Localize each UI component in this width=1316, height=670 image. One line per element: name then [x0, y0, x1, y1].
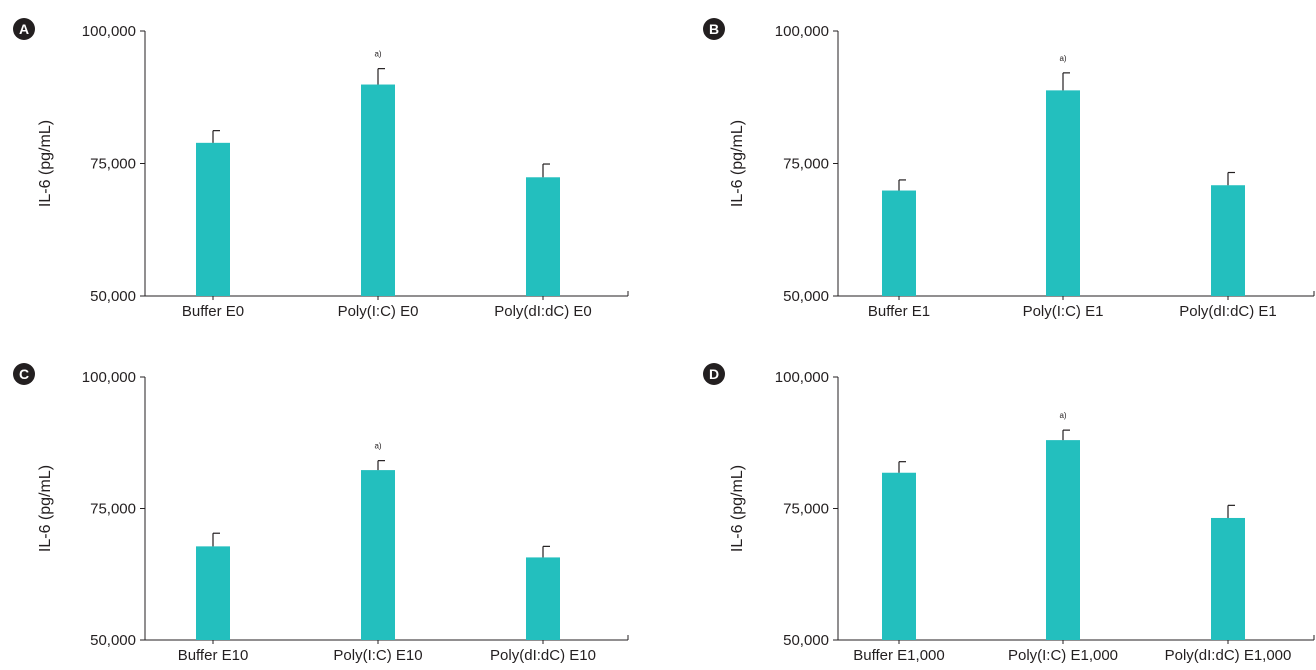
panel-c-bar [361, 470, 395, 640]
panel-b-y-tick-label: 50,000 [783, 288, 829, 305]
panel-d-category-label: Poly(I:C) E1,000 [1008, 647, 1118, 664]
panel-c-badge-letter: C [19, 366, 29, 382]
panel-d-bar [1211, 518, 1245, 640]
panel-d-y-axis-label: IL-6 (pg/mL) [729, 465, 746, 552]
panel-c-category-label: Poly(dI:dC) E10 [490, 647, 596, 664]
panel-a-y-tick-label: 75,000 [90, 156, 136, 173]
panel-a-category-label: Poly(I:C) E0 [338, 303, 419, 320]
panel-a-y-tick-label: 50,000 [90, 288, 136, 305]
panel-d-y-tick-label: 50,000 [783, 632, 829, 649]
panel-c-y-axis-label: IL-6 (pg/mL) [37, 465, 54, 552]
panel-a-category-label: Buffer E0 [182, 303, 244, 320]
panel-b-category-label: Poly(I:C) E1 [1023, 303, 1104, 320]
panel-d-y-tick-label: 75,000 [783, 501, 829, 518]
panel-b-bar [882, 191, 916, 296]
panel-d-category-label: Buffer E1,000 [853, 647, 944, 664]
panel-a-bar [361, 85, 395, 296]
panel-b-y-tick-label: 75,000 [783, 156, 829, 173]
panel-b-bar [1211, 185, 1245, 296]
panel-a-y-tick-label: 100,000 [82, 23, 136, 40]
panel-c-bar [196, 546, 230, 640]
panel-d-category-label: Poly(dI:dC) E1,000 [1165, 647, 1292, 664]
panel-b-category-label: Buffer E1 [868, 303, 930, 320]
panel-c-category-label: Buffer E10 [178, 647, 249, 664]
panel-a-badge-letter: A [19, 21, 29, 37]
panel-d-y-tick-label: 100,000 [775, 369, 829, 386]
panel-d-bar [1046, 440, 1080, 640]
panel-b-y-tick-label: 100,000 [775, 23, 829, 40]
panel-b-bar [1046, 90, 1080, 296]
panel-b-y-axis-label: IL-6 (pg/mL) [729, 120, 746, 207]
panel-a-bar [526, 177, 560, 296]
panel-a-significance-note: a) [374, 50, 381, 59]
panel-a-y-axis-label: IL-6 (pg/mL) [37, 120, 54, 207]
panel-c-y-tick-label: 100,000 [82, 369, 136, 386]
panel-d-bar [882, 473, 916, 640]
panel-b-category-label: Poly(dI:dC) E1 [1179, 303, 1277, 320]
panel-c-y-tick-label: 75,000 [90, 501, 136, 518]
panel-c-y-tick-label: 50,000 [90, 632, 136, 649]
panel-c-bar [526, 557, 560, 640]
panel-d-badge-letter: D [709, 366, 719, 382]
panel-c-category-label: Poly(I:C) E10 [333, 647, 422, 664]
panel-b-badge-letter: B [709, 21, 719, 37]
panel-a-bar [196, 143, 230, 296]
panel-c-significance-note: a) [374, 442, 381, 451]
panel-b-significance-note: a) [1059, 54, 1066, 63]
panel-d-significance-note: a) [1059, 411, 1066, 420]
panel-a-category-label: Poly(dI:dC) E0 [494, 303, 592, 320]
